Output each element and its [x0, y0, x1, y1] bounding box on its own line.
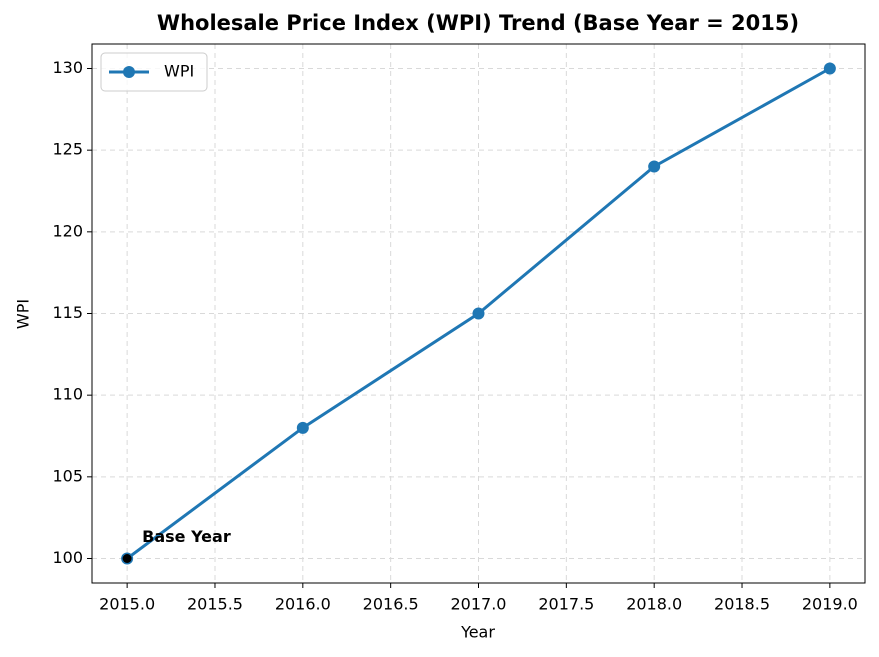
- legend-marker: [123, 66, 135, 78]
- point: [296, 421, 309, 434]
- y-tick-label: 125: [52, 140, 83, 159]
- point: [823, 62, 836, 75]
- x-tick-label: 2017.0: [451, 595, 507, 614]
- point: [648, 160, 661, 173]
- y-tick-label: 100: [52, 548, 83, 567]
- y-tick-label: 105: [52, 466, 83, 485]
- plot-frame: [91, 43, 866, 584]
- x-tick-label: 2018.0: [626, 595, 682, 614]
- y-tick-label: 110: [52, 385, 83, 404]
- point: [472, 307, 485, 320]
- x-tick-label: 2015.0: [99, 595, 155, 614]
- y-axis-label: WPI: [14, 299, 33, 329]
- legend: WPI: [100, 52, 208, 92]
- x-tick-label: 2018.5: [714, 595, 770, 614]
- annotation: Base Year: [142, 527, 231, 546]
- x-tick-label: 2016.5: [363, 595, 419, 614]
- x-tick-label: 2016.0: [275, 595, 331, 614]
- legend-frame: [100, 52, 208, 92]
- legend-label: WPI: [164, 62, 194, 81]
- x-axis-label: Year: [460, 623, 495, 642]
- x-tick-label: 2019.0: [802, 595, 858, 614]
- chart-title: Wholesale Price Index (WPI) Trend (Base …: [157, 11, 799, 35]
- y-tick-label: 130: [52, 58, 83, 77]
- x-tick-label: 2017.5: [538, 595, 594, 614]
- base-point: [122, 554, 132, 563]
- x-tick-label: 2015.5: [187, 595, 243, 614]
- y-tick-label: 120: [52, 221, 83, 240]
- y-tick-label: 115: [52, 303, 83, 322]
